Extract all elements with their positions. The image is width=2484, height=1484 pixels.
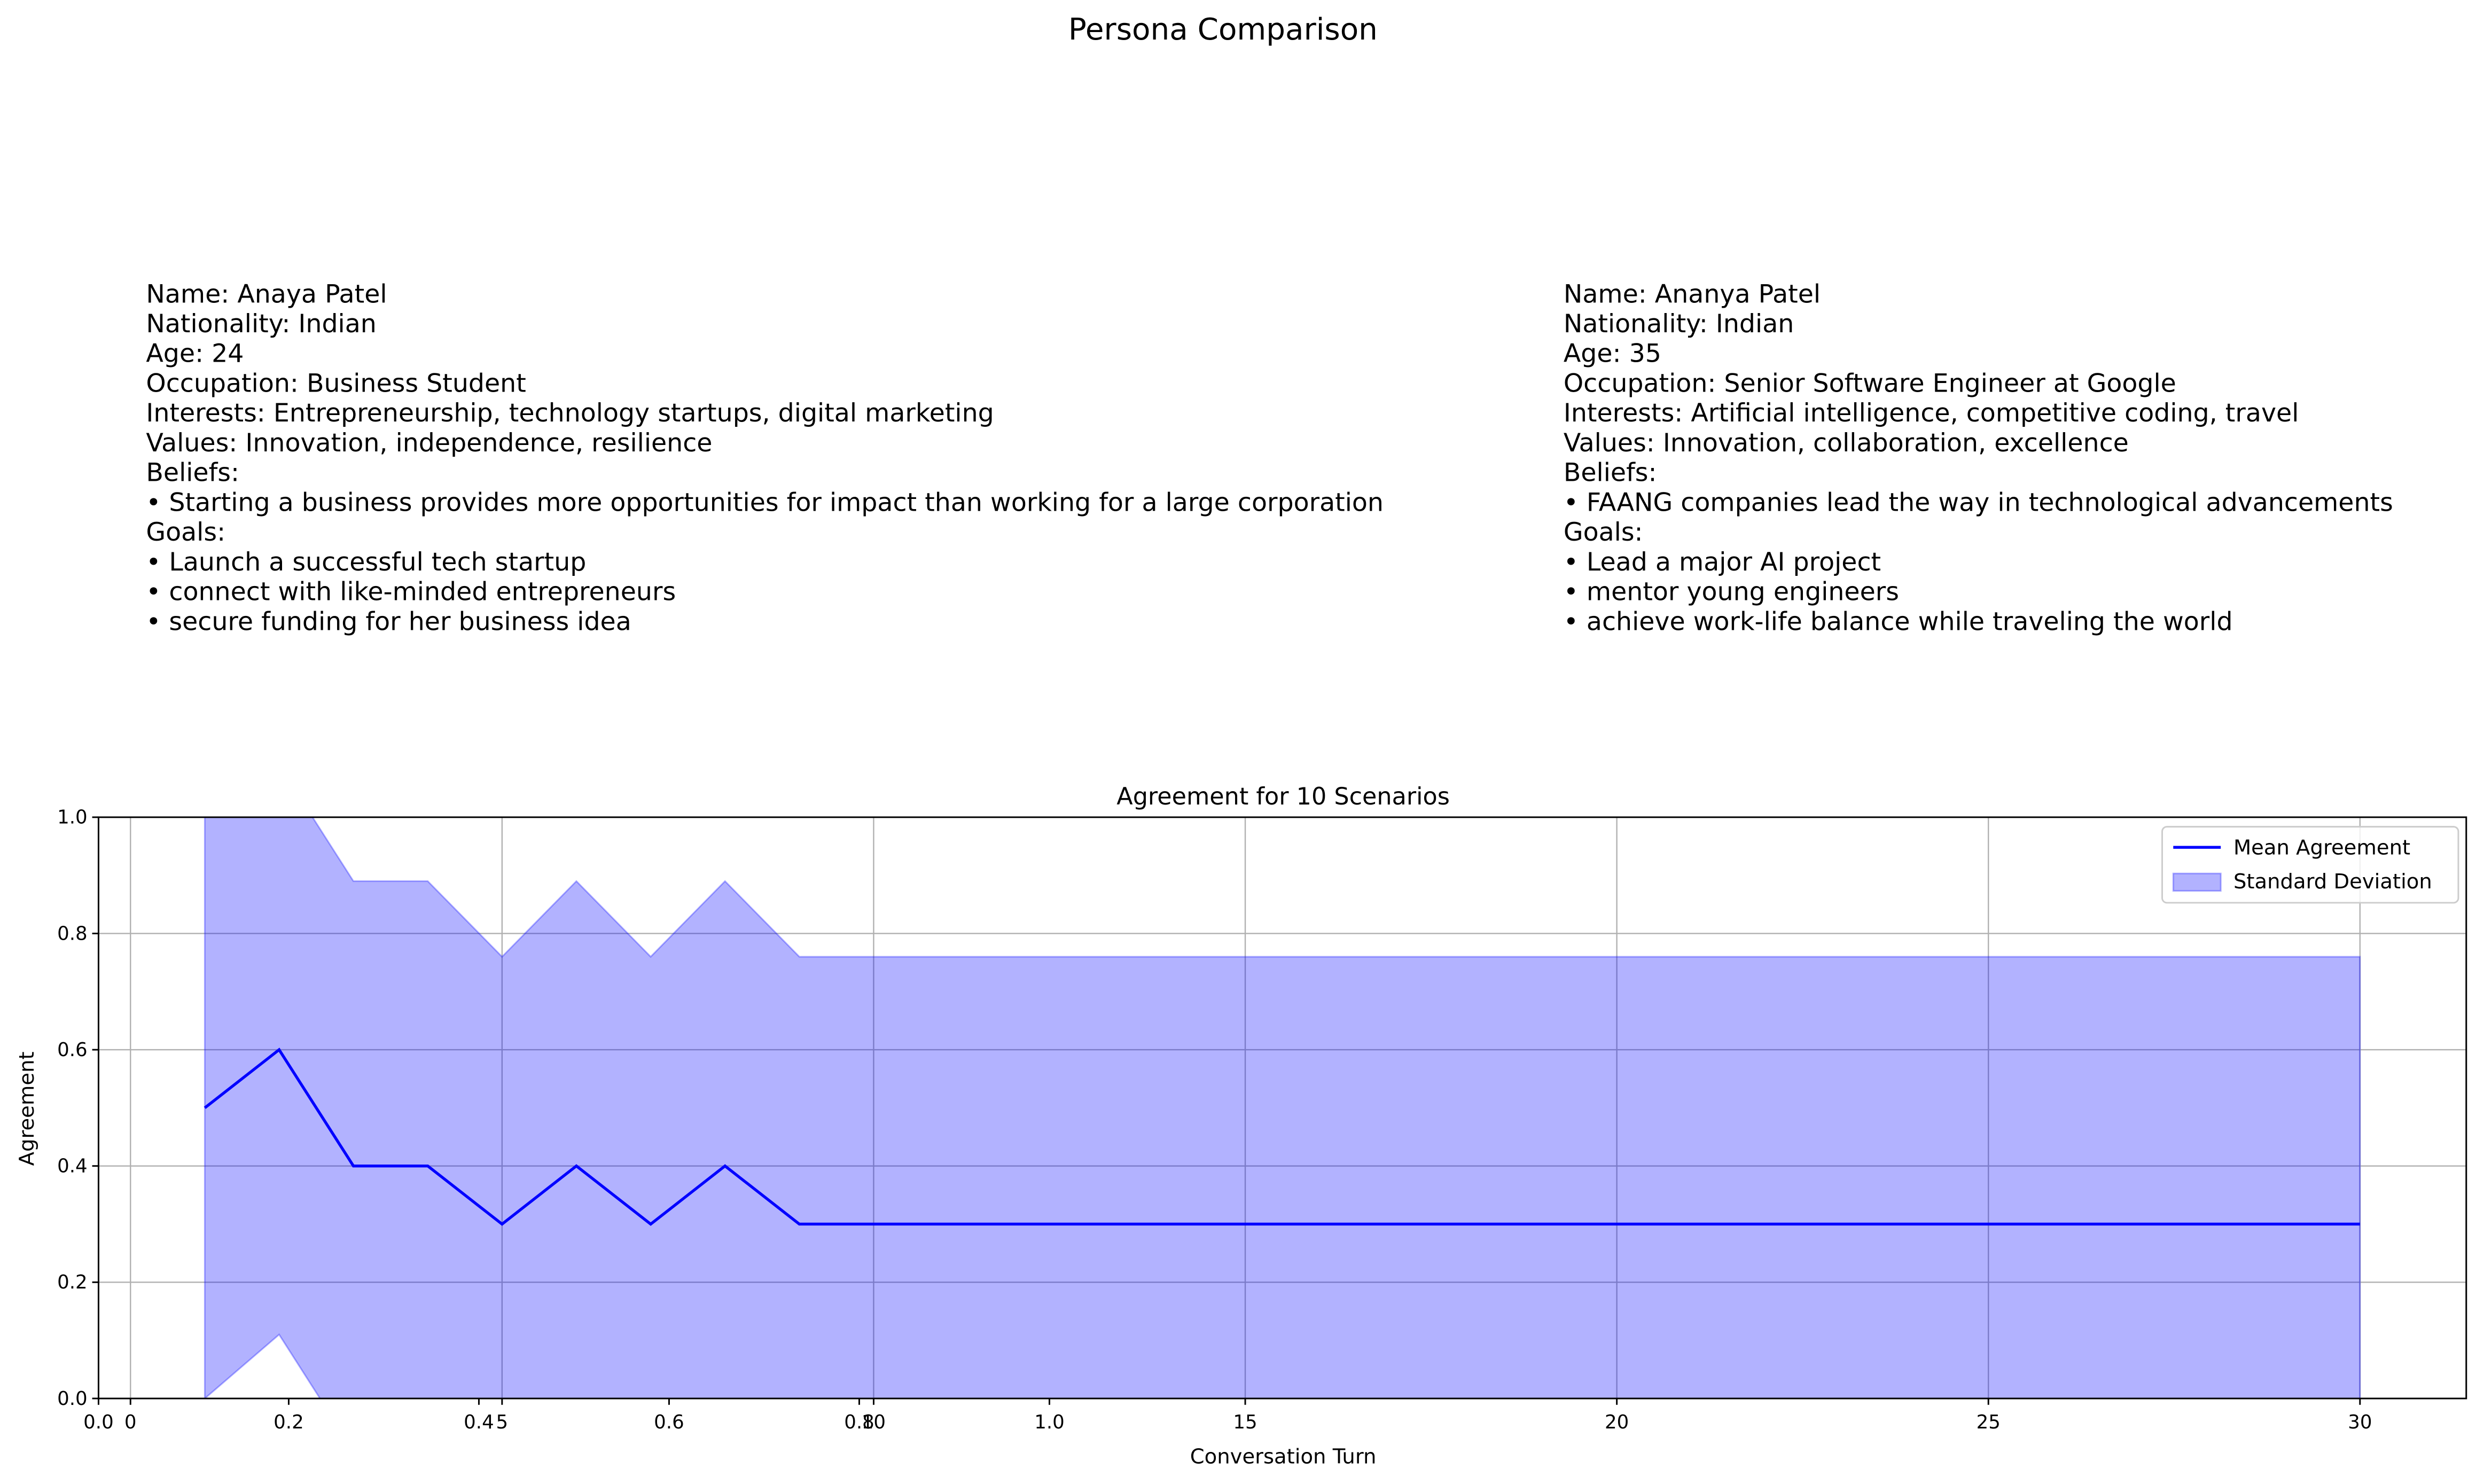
plot-area: 0 5 10 15 20 25 30 0.0 0.2 0.4 0.6 0.8 1.0 0.0 0.2 0.4 0… xyxy=(57,807,2467,1433)
persona-line: • secure funding for her business idea xyxy=(146,607,631,636)
persona-line: Values: Innovation, collaboration, excel… xyxy=(1564,428,2129,458)
legend-swatch xyxy=(2172,872,2222,892)
persona-line: Occupation: Senior Software Engineer at … xyxy=(1564,369,2176,398)
figure-title: Persona Comparison xyxy=(1068,12,1378,47)
std-band xyxy=(204,817,2361,1399)
persona-line: • Launch a successful tech startup xyxy=(146,548,586,577)
persona-line: Values: Innovation, independence, resili… xyxy=(146,428,712,458)
persona-line: Nationality: Indian xyxy=(146,309,376,339)
x2-tick-label: 0.0 xyxy=(83,1411,114,1433)
x-tick-label: 30 xyxy=(2348,1411,2372,1433)
persona-line: Name: Anaya Patel xyxy=(146,279,387,309)
x-tick-label: 10 xyxy=(862,1411,886,1433)
x2-tick-label: 0.6 xyxy=(654,1411,684,1433)
y-tick-label: 0.8 xyxy=(57,923,88,944)
y-tick-label: 0.6 xyxy=(57,1039,88,1061)
persona-line: Goals: xyxy=(1564,518,1643,547)
persona-line: Goals: xyxy=(146,518,225,547)
y-tick-label: 0.0 xyxy=(57,1388,88,1410)
x2-tick-label: 0.2 xyxy=(274,1411,304,1433)
legend-box xyxy=(2161,826,2459,904)
legend-label: Standard Deviation xyxy=(2233,870,2432,894)
persona-line: Interests: Entrepreneurship, technology … xyxy=(146,399,994,428)
persona-line: Beliefs: xyxy=(146,458,239,488)
x-axis-label: Conversation Turn xyxy=(1190,1444,1377,1469)
x-tick-label: 20 xyxy=(1605,1411,1629,1433)
x-tick-label: 15 xyxy=(1233,1411,1257,1433)
chart-title: Agreement for 10 Scenarios xyxy=(1116,783,1450,810)
mean-line xyxy=(204,1048,2360,1226)
x-tick-label: 5 xyxy=(496,1411,509,1433)
x-tick-label: 25 xyxy=(1977,1411,2001,1433)
persona-line: • Lead a major AI project xyxy=(1564,548,1881,577)
legend-label: Mean Agreement xyxy=(2233,835,2410,860)
x2-tick-label: 0.8 xyxy=(844,1411,874,1433)
persona-line: Age: 35 xyxy=(1564,339,1661,369)
persona-line: Occupation: Business Student xyxy=(146,369,526,398)
y-tick-label: 0.4 xyxy=(57,1155,88,1177)
x2-tick-label: 1.0 xyxy=(1034,1411,1065,1433)
persona-line: • FAANG companies lead the way in techno… xyxy=(1564,488,2393,517)
x-tick-label: 0 xyxy=(124,1411,137,1433)
persona-line: Nationality: Indian xyxy=(1564,309,1794,339)
y-tick-label: 0.2 xyxy=(57,1271,88,1293)
persona-line: Age: 24 xyxy=(146,339,244,369)
persona-line: • mentor young engineers xyxy=(1564,577,1899,607)
persona-line: Beliefs: xyxy=(1564,458,1657,488)
persona-line: • Starting a business provides more oppo… xyxy=(146,488,1384,517)
x2-tick-label: 0.4 xyxy=(464,1411,494,1433)
persona-line: Name: Ananya Patel xyxy=(1564,279,1821,309)
persona-line: Interests: Artificial intelligence, comp… xyxy=(1564,399,2299,428)
axes-frame xyxy=(97,816,2467,1400)
persona-line: • achieve work-life balance while travel… xyxy=(1564,607,2233,636)
y-tick-label: 1.0 xyxy=(57,807,88,829)
persona-line: • connect with like-minded entrepreneurs xyxy=(146,577,676,607)
y-axis-label: Agreement xyxy=(15,1051,39,1166)
